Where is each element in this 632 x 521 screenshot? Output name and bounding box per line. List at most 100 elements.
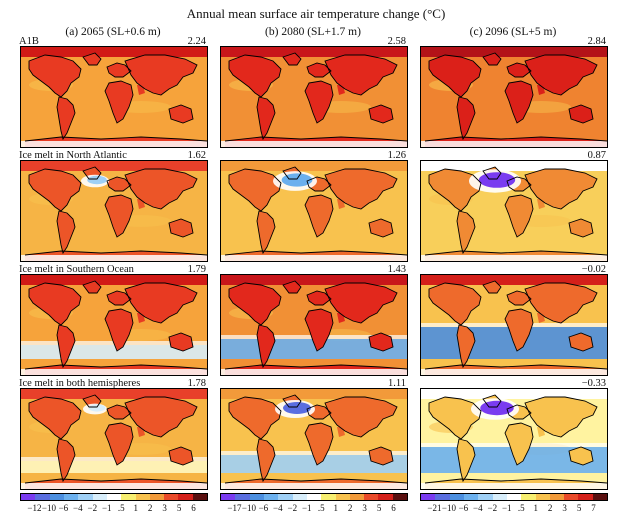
colorbar-swatch (278, 494, 293, 500)
world-map (21, 389, 207, 489)
arctic-field (221, 389, 407, 399)
coastline (304, 308, 334, 352)
map-panel (220, 46, 408, 148)
coastline (106, 290, 132, 306)
arctic-field (221, 47, 407, 57)
coastline (456, 324, 476, 369)
coastline (224, 136, 407, 142)
colorbar-swatch (178, 494, 193, 500)
colorbar-tick-label: −10 (241, 503, 256, 513)
colorbar-swatch (349, 494, 365, 500)
panel-mean-value: 1.79 (187, 264, 206, 275)
coastline (104, 422, 134, 466)
colorbar-b (220, 493, 408, 501)
colorbar-swatch (106, 494, 122, 500)
colorbar-swatch (121, 494, 136, 500)
land-field (107, 291, 131, 305)
coastline (168, 218, 194, 238)
coastline (568, 104, 594, 124)
panel-mean-value: 2.58 (387, 36, 406, 47)
land-field (229, 169, 281, 211)
arctic-field (421, 389, 607, 399)
coastline (306, 176, 332, 192)
panel-mean-value: 1.62 (187, 150, 206, 161)
map-panel (420, 160, 608, 262)
map-panel (20, 388, 208, 490)
world-map (421, 275, 607, 375)
map-panel (20, 274, 208, 376)
map-panel (20, 46, 208, 148)
land-field (569, 105, 593, 123)
colorbar-tick-label: 5 (376, 503, 382, 513)
map-panel (420, 388, 608, 490)
colorbar-tick-label: .5 (317, 503, 325, 513)
row-label-north-atlantic: Ice melt in North Atlantic (19, 150, 127, 161)
coastline (228, 282, 282, 326)
colorbar-ticks-b: −17 −10 −6 −4 −2 −1 .5 1 2 3 5 6 (220, 503, 408, 515)
land-field (283, 281, 301, 293)
colorbar-tick-label: −4 (473, 503, 483, 513)
coastline (368, 104, 394, 124)
panel-mean-value: −0.02 (581, 264, 606, 275)
coastline (28, 396, 82, 440)
antarctic-field (421, 255, 607, 261)
coastline (256, 96, 276, 141)
land-field (57, 97, 75, 139)
north-atlantic-anomaly (88, 404, 106, 412)
coastline (82, 394, 102, 408)
coastline (568, 446, 594, 466)
land-field (83, 53, 101, 65)
arctic-field (21, 275, 207, 285)
coastline (368, 218, 394, 238)
antarctic-field (421, 141, 607, 147)
southern-ocean-edge (21, 457, 207, 461)
arctic-field (221, 275, 407, 285)
coastline (456, 96, 476, 141)
colorbar-swatch (421, 494, 436, 500)
coastline (482, 394, 502, 408)
land-field (307, 63, 331, 77)
colorbar-tick-label: −12 (27, 503, 42, 513)
colorbar-tick-label: 1 (333, 503, 338, 513)
panel-mean-value: 1.11 (388, 378, 406, 389)
land-field (169, 219, 193, 237)
coastline (56, 96, 76, 141)
colorbar-tick-label: −6 (458, 503, 469, 513)
coastline (256, 324, 276, 369)
world-map (221, 275, 407, 375)
colorbar-swatch (364, 494, 379, 500)
colorbar-swatch (164, 494, 179, 500)
coastline (28, 54, 82, 98)
colorbar-tick-label: −21 (427, 503, 442, 513)
colorbar-swatch (378, 494, 393, 500)
coastline (282, 394, 302, 408)
colorbar-swatch (306, 494, 322, 500)
colorbar-swatch (149, 494, 165, 500)
coastline (424, 250, 607, 256)
land-field (257, 211, 275, 253)
land-field (229, 283, 281, 325)
land-field (369, 447, 393, 465)
row-label-southern-ocean: Ice melt in Southern Ocean (19, 264, 134, 275)
colorbar-tick-label: .5 (517, 503, 525, 513)
land-field (107, 177, 131, 191)
coastline (506, 404, 532, 420)
coastline (282, 52, 302, 66)
coastline (482, 166, 502, 180)
coastline (506, 62, 532, 78)
coastline (482, 280, 502, 294)
coastline (24, 250, 207, 256)
column-title-c: (c) 2096 (SL+5 m) (469, 26, 557, 38)
colorbar-swatch (292, 494, 307, 500)
colorbar-swatch (78, 494, 93, 500)
north-atlantic-anomaly (478, 172, 516, 188)
map-panel (220, 274, 408, 376)
land-field (57, 439, 75, 481)
colorbar-tick-label: 2 (147, 503, 153, 513)
coastline (228, 168, 282, 212)
coastline (282, 166, 302, 180)
coastline (504, 422, 534, 466)
coastline (456, 210, 476, 255)
coastline (224, 364, 407, 370)
coastline (106, 404, 132, 420)
